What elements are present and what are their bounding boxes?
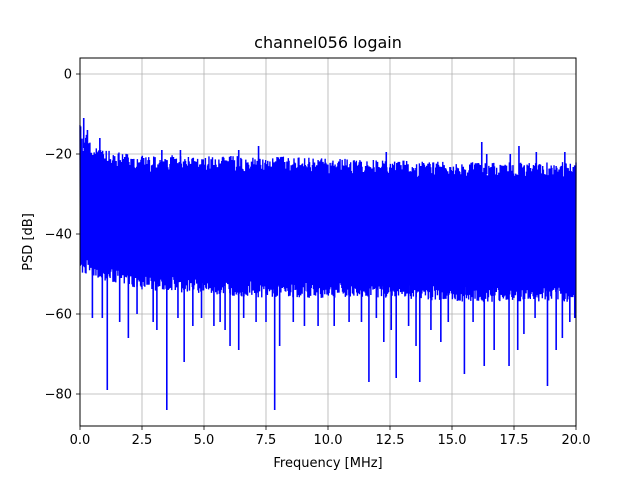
x-axis: 0.0 2.5 5.0 7.5 10.0 12.5 15.0 17.5 20.0	[70, 426, 591, 448]
x-tick-label: 5.0	[194, 433, 215, 448]
y-tick-label: −40	[45, 228, 72, 243]
x-tick-label: 15.0	[438, 433, 467, 448]
x-tick-label: 20.0	[562, 433, 591, 448]
x-tick-label: 0.0	[70, 433, 91, 448]
y-tick-label: −80	[45, 388, 72, 403]
plot-frame	[79, 57, 577, 427]
psd-trace	[79, 125, 577, 302]
x-tick-label: 2.5	[132, 433, 153, 448]
psd-series-blue	[79, 118, 577, 410]
x-tick-label: 7.5	[256, 433, 277, 448]
x-tick-label: 17.5	[500, 433, 529, 448]
x-axis-label: Frequency [MHz]	[273, 456, 382, 471]
y-tick-label: 0	[64, 68, 72, 83]
y-axis-label: PSD [dB]	[21, 213, 36, 271]
y-tick-label: −20	[45, 148, 72, 163]
y-axis: 0 −20 −40 −60 −80	[45, 68, 80, 403]
x-tick-label: 12.5	[376, 433, 405, 448]
x-tick-label: 10.0	[314, 433, 343, 448]
chart-title: channel056 logain	[254, 33, 402, 52]
y-tick-label: −60	[45, 308, 72, 323]
